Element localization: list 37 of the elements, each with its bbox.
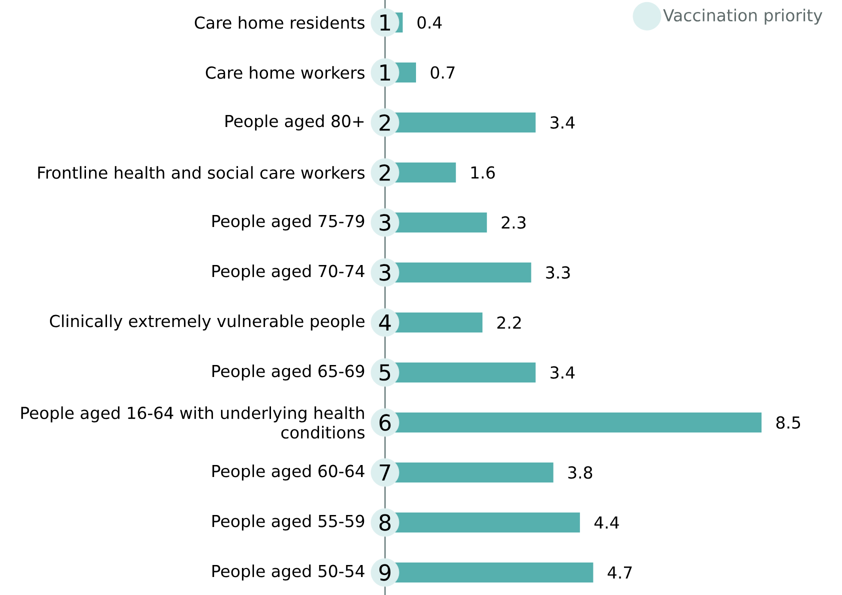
annotation: 3 (380, 214, 390, 231)
data-label: 4.4 (594, 516, 619, 529)
annotation: 2 (380, 114, 390, 131)
annotation: 9 (379, 564, 390, 581)
y-tick-label: Care home residents (194, 16, 364, 29)
data-label: 2.2 (497, 316, 521, 329)
y-tick-label: People aged 65-69 (212, 364, 364, 380)
annotation: 3 (380, 264, 390, 281)
data-label: 0.4 (418, 16, 442, 29)
data-label: 3.8 (568, 466, 592, 479)
legend-label: Vaccination priority (663, 8, 822, 25)
annotation: 1 (380, 64, 390, 81)
y-tick-label: Frontline health and social care workers (38, 166, 365, 179)
annotation: 4 (379, 314, 391, 331)
data-label: 3.4 (550, 116, 575, 129)
y-tick-label: People aged 16-64 with underlying health conditions (21, 406, 365, 439)
annotation: 7 (380, 464, 390, 481)
annotation: 2 (380, 164, 390, 181)
annotation: 6 (380, 414, 391, 431)
data-label: 0.7 (430, 66, 455, 79)
data-label: 2.3 (502, 216, 526, 229)
y-tick-label: People aged 80+ (226, 114, 364, 130)
annotation: 8 (380, 514, 391, 531)
y-tick-label: Care home workers (206, 66, 364, 79)
annotation: 1 (380, 14, 390, 31)
y-tick-label: People aged 60-64 (212, 464, 364, 480)
data-label: 3.3 (546, 266, 570, 279)
data-label: 8.5 (776, 416, 800, 429)
data-label: 3.4 (550, 366, 575, 379)
data-label: 1.6 (471, 166, 495, 179)
y-tick-label: People aged 70-74 (212, 264, 364, 280)
y-tick-label: People aged 50-54 (212, 564, 364, 580)
annotation: 5 (380, 364, 390, 381)
y-tick-label: People aged 75-79 (212, 214, 364, 230)
y-tick-label: People aged 55-59 (212, 514, 364, 530)
y-tick-label: Clinically extremely vulnerable people (50, 314, 364, 330)
data-label: 4.7 (608, 566, 632, 579)
